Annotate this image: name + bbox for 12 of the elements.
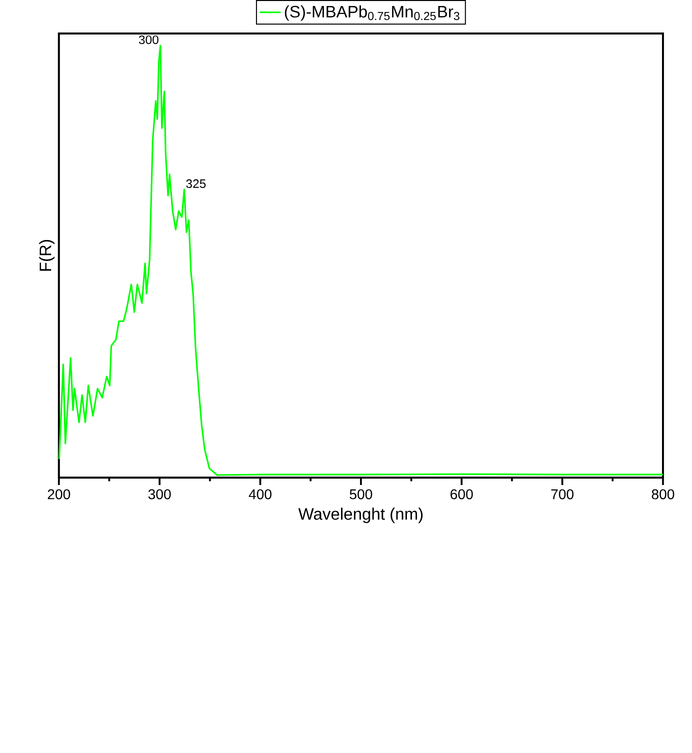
x-tick-label: 700 [551,489,574,500]
x-tick-label: 800 [652,489,674,500]
annotation: 300 [138,35,158,44]
legend-label: (S)-MBAPb$_{0.75}$Mn$_{0.25}$Br$_{3}$ [284,5,460,21]
x-axis-title: Wavelenght (nm) [298,508,422,524]
y-axis-title: F(R) [38,240,54,271]
x-tick-label: 400 [248,489,272,500]
annotation: 325 [186,179,206,188]
x-tick-label: 300 [148,489,171,500]
x-tick-label: 600 [450,489,473,500]
x-tick-label: 200 [48,489,70,500]
x-tick-label: 500 [350,489,372,500]
